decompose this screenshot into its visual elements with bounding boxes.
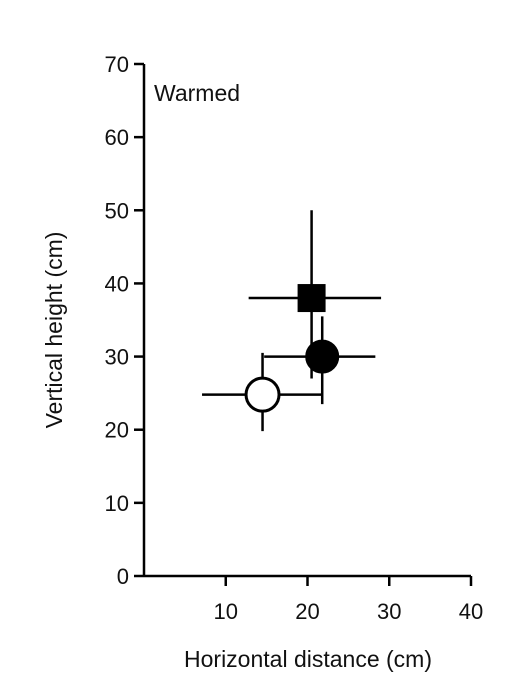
y-tick-label: 30 (105, 345, 129, 370)
data-point-filled-circle (305, 339, 340, 374)
x-tick-label: 10 (214, 599, 238, 624)
error-bars (202, 210, 382, 432)
data-markers (244, 284, 340, 413)
x-tick-label: 40 (459, 599, 483, 624)
y-tick-label: 20 (105, 418, 129, 443)
x-axis-title: Horizontal distance (cm) (184, 646, 432, 672)
annotation-label: Warmed (154, 80, 240, 106)
y-tick-label: 60 (105, 125, 129, 150)
x-tick-label: 30 (377, 599, 401, 624)
axes (142, 64, 471, 578)
y-tick-label: 10 (105, 491, 129, 516)
y-tick-label: 70 (105, 52, 129, 77)
y-tick-label: 50 (105, 198, 129, 223)
x-tick-label: 20 (295, 599, 319, 624)
ticks: 0 10 20 30 40 50 60 70 10 20 30 40 (105, 52, 484, 624)
y-tick-label: 40 (105, 271, 129, 296)
data-point-open-circle (244, 376, 281, 413)
data-point-square (297, 284, 326, 313)
y-axis-title: Vertical height (cm) (41, 232, 67, 429)
y-tick-label: 0 (117, 564, 129, 589)
